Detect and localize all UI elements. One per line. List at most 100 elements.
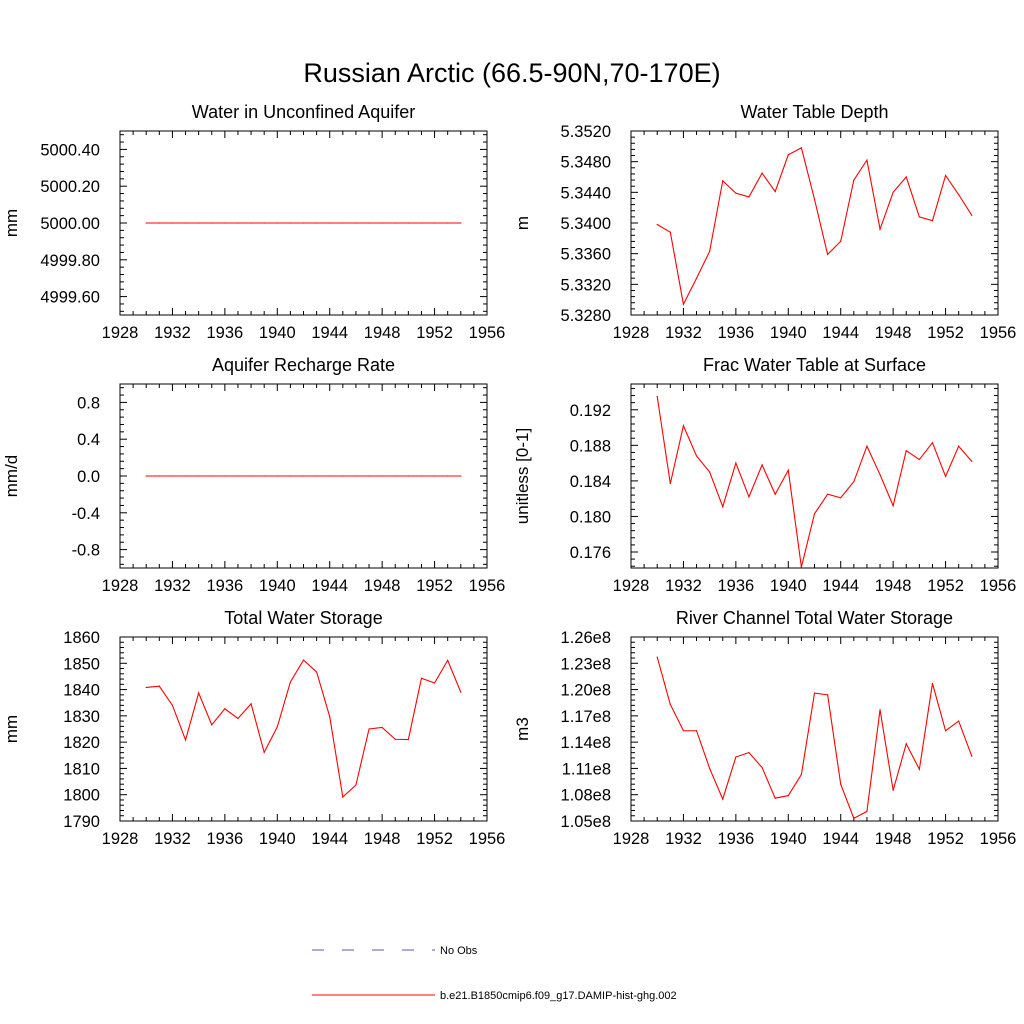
data-point — [656, 223, 658, 226]
data-point — [420, 222, 423, 224]
data-point — [918, 768, 920, 770]
data-point — [971, 214, 973, 216]
data-point — [276, 726, 278, 728]
y-tick-label: 0.184 — [570, 473, 611, 491]
data-point — [774, 190, 776, 193]
y-tick-label: 1800 — [63, 787, 100, 805]
data-point — [329, 716, 331, 718]
series-line — [656, 396, 973, 568]
y-tick-label: 5.3480 — [561, 154, 611, 172]
y-axis-label: m3 — [513, 717, 532, 741]
x-tick-label: 1948 — [364, 830, 401, 848]
x-tick-label: 1936 — [717, 577, 754, 595]
y-tick-label: 1860 — [63, 629, 100, 647]
data-point — [394, 475, 396, 477]
data-point — [355, 222, 357, 224]
data-point — [892, 505, 894, 507]
data-point — [368, 475, 370, 477]
data-point — [198, 692, 200, 694]
y-tick-label: -0.4 — [72, 505, 100, 523]
data-point — [800, 566, 802, 568]
panel: 1928 1932 1936 1940 1944 1948 1952 1956 -0.8 -0.4… — [2, 355, 505, 595]
data-point — [892, 789, 894, 791]
data-point — [211, 475, 213, 477]
data-point — [748, 752, 750, 754]
y-tick-label: 4999.60 — [40, 289, 100, 307]
panel: 1928 1932 1936 1940 1944 1948 1952 1956 0.176 0.1… — [513, 355, 1016, 595]
y-axis-label: m — [513, 216, 532, 230]
data-point — [198, 222, 200, 224]
y-tick-label: 5.3360 — [561, 246, 611, 264]
y-tick-label: 1.05e8 — [561, 813, 611, 831]
data-point — [944, 475, 947, 478]
data-point — [145, 475, 147, 477]
data-point — [184, 222, 187, 224]
data-point — [958, 445, 960, 447]
y-tick-label: 1850 — [63, 655, 100, 673]
data-point — [460, 222, 462, 224]
data-point — [813, 692, 816, 694]
x-tick-label: 1940 — [259, 577, 296, 595]
data-point — [866, 159, 868, 161]
data-point — [905, 743, 907, 745]
legend-label: b.e21.B1850cmip6.f09_g17.DAMIP-hist-ghg.… — [440, 990, 677, 1002]
data-point — [722, 506, 724, 508]
data-point — [853, 481, 855, 483]
data-point — [695, 277, 698, 279]
data-point — [407, 738, 409, 741]
data-point — [709, 471, 711, 473]
data-point — [158, 475, 160, 477]
y-tick-label: 1.23e8 — [561, 655, 611, 673]
x-tick-label: 1936 — [206, 577, 243, 595]
y-tick-label: 1.26e8 — [561, 629, 611, 647]
data-point — [381, 726, 383, 729]
data-point — [722, 798, 724, 800]
y-tick-label: 0.180 — [570, 508, 611, 526]
data-point — [342, 222, 344, 224]
data-point — [263, 751, 265, 753]
x-tick-label: 1948 — [875, 830, 912, 848]
series-line — [656, 657, 973, 820]
data-point — [669, 482, 671, 485]
y-axis-label: unitless [0-1] — [513, 428, 532, 524]
series-line — [656, 147, 973, 306]
panel-title: Frac Water Table at Surface — [703, 355, 926, 375]
data-point — [237, 717, 239, 720]
data-point — [761, 464, 763, 466]
x-tick-label: 1944 — [311, 324, 348, 342]
data-point — [171, 475, 174, 477]
data-point — [368, 222, 370, 224]
plot-frame — [119, 636, 488, 822]
data-point — [944, 730, 947, 732]
data-point — [302, 475, 305, 477]
y-tick-label: -0.8 — [72, 542, 100, 560]
y-tick-label: 0.176 — [570, 544, 611, 562]
y-tick-label: 1840 — [63, 682, 100, 700]
data-point — [918, 216, 920, 218]
data-point — [381, 475, 383, 477]
data-point — [171, 704, 174, 706]
data-point — [433, 222, 436, 224]
data-point — [158, 222, 160, 224]
plot-frame — [630, 636, 999, 822]
data-point — [329, 475, 331, 477]
x-tick-label: 1932 — [154, 830, 191, 848]
x-tick-label: 1956 — [980, 324, 1017, 342]
data-point — [709, 767, 711, 770]
data-point — [709, 250, 711, 252]
y-tick-label: 0.192 — [570, 402, 611, 420]
data-point — [971, 460, 973, 462]
data-point — [302, 659, 305, 661]
data-point — [316, 222, 318, 224]
data-point — [682, 425, 685, 427]
x-tick-label: 1936 — [206, 830, 243, 848]
x-tick-label: 1932 — [665, 324, 702, 342]
data-point — [840, 240, 842, 242]
series-line — [146, 659, 462, 799]
data-point — [958, 720, 960, 722]
legend: No Obs b.e21.B1850cmip6.f09_g17.DAMIP-his… — [312, 945, 677, 1002]
data-point — [800, 147, 802, 149]
data-point — [316, 475, 318, 477]
data-point — [158, 685, 160, 687]
data-point — [656, 395, 658, 398]
